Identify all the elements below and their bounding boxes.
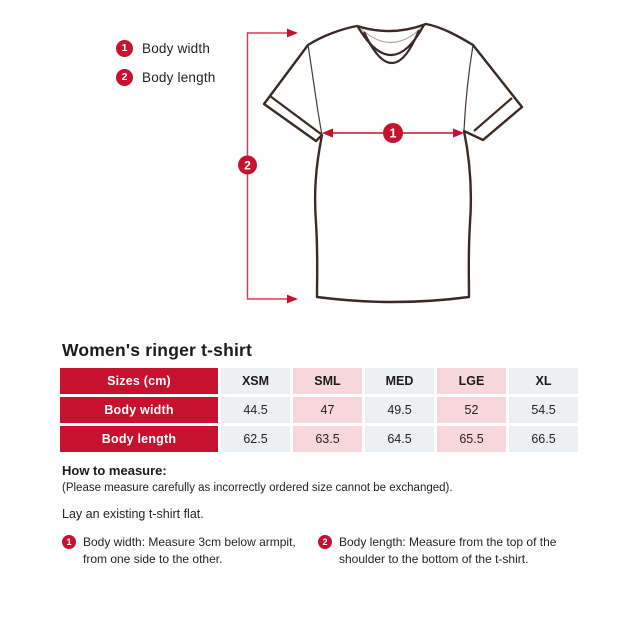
step-1-text: Body width: Measure 3cm below armpit, fr… (83, 535, 296, 566)
table-cell: 66.5 (509, 426, 578, 452)
diagram-marker-2-label: 2 (244, 158, 251, 172)
left-armhole-seam (307, 44, 323, 136)
step-2-marker-icon: 2 (318, 535, 332, 549)
table-row-label-body-width: Body width (60, 397, 218, 423)
collar-band-bottom-line (363, 29, 421, 64)
legend-label: Body length (142, 70, 216, 85)
marker-2-icon: 2 (116, 69, 133, 86)
left-cuff-band-line (269, 95, 322, 135)
step-body-length: 2 Body length: Measure from the top of t… (318, 534, 581, 567)
table-cell: 63.5 (293, 426, 362, 452)
measure-steps: 1 Body width: Measure 3cm below armpit, … (62, 534, 584, 567)
table-cell: 49.5 (365, 397, 434, 423)
tshirt-outline (262, 22, 524, 304)
tshirt-diagram: 1 2 (238, 22, 524, 304)
step-1-marker-icon: 1 (62, 535, 76, 549)
right-cuff-band-line (473, 97, 513, 132)
table-header-med: MED (365, 368, 434, 394)
table-header-lge: LGE (437, 368, 506, 394)
arrowhead-bottom-icon (287, 294, 298, 304)
diagram-marker-2-icon (238, 155, 257, 175)
legend-item-body-length: 2 Body length (116, 69, 216, 86)
arrowhead-right-icon (453, 128, 464, 138)
exchange-note: (Please measure carefully as incorrectly… (62, 482, 453, 494)
step-2-text: Body length: Measure from the top of the… (339, 535, 557, 566)
step-body-width: 1 Body width: Measure 3cm below armpit, … (62, 534, 318, 567)
collar-inner-faint-line (359, 25, 424, 43)
table-cell: 44.5 (221, 397, 290, 423)
table-cell: 54.5 (509, 397, 578, 423)
table-header-xsm: XSM (221, 368, 290, 394)
page-title: Women's ringer t-shirt (62, 340, 253, 360)
table-header-sml: SML (293, 368, 362, 394)
table-header-sizes: Sizes (cm) (60, 368, 218, 394)
how-to-measure-heading: How to measure: (62, 463, 167, 478)
legend-label: Body width (142, 41, 211, 56)
arrowhead-left-icon (322, 128, 333, 138)
arrowhead-top-icon (287, 28, 298, 38)
table-cell: 65.5 (437, 426, 506, 452)
diagram-marker-1-icon (383, 123, 403, 143)
lay-flat-instruction: Lay an existing t-shirt flat. (62, 507, 204, 521)
table-header-xl: XL (509, 368, 578, 394)
measurement-legend: 1 Body width 2 Body length (116, 40, 216, 98)
table-cell: 47 (293, 397, 362, 423)
how-to-measure-section: How to measure: (Please measure carefull… (62, 463, 584, 567)
table-row-label-body-length: Body length (60, 426, 218, 452)
legend-item-body-width: 1 Body width (116, 40, 216, 57)
marker-1-icon: 1 (116, 40, 133, 57)
size-table: Sizes (cm) XSM SML MED LGE XL Body width… (60, 368, 578, 452)
table-cell: 64.5 (365, 426, 434, 452)
right-armhole-seam (463, 44, 474, 132)
diagram-marker-1-label: 1 (390, 127, 397, 141)
table-cell: 62.5 (221, 426, 290, 452)
table-cell: 52 (437, 397, 506, 423)
